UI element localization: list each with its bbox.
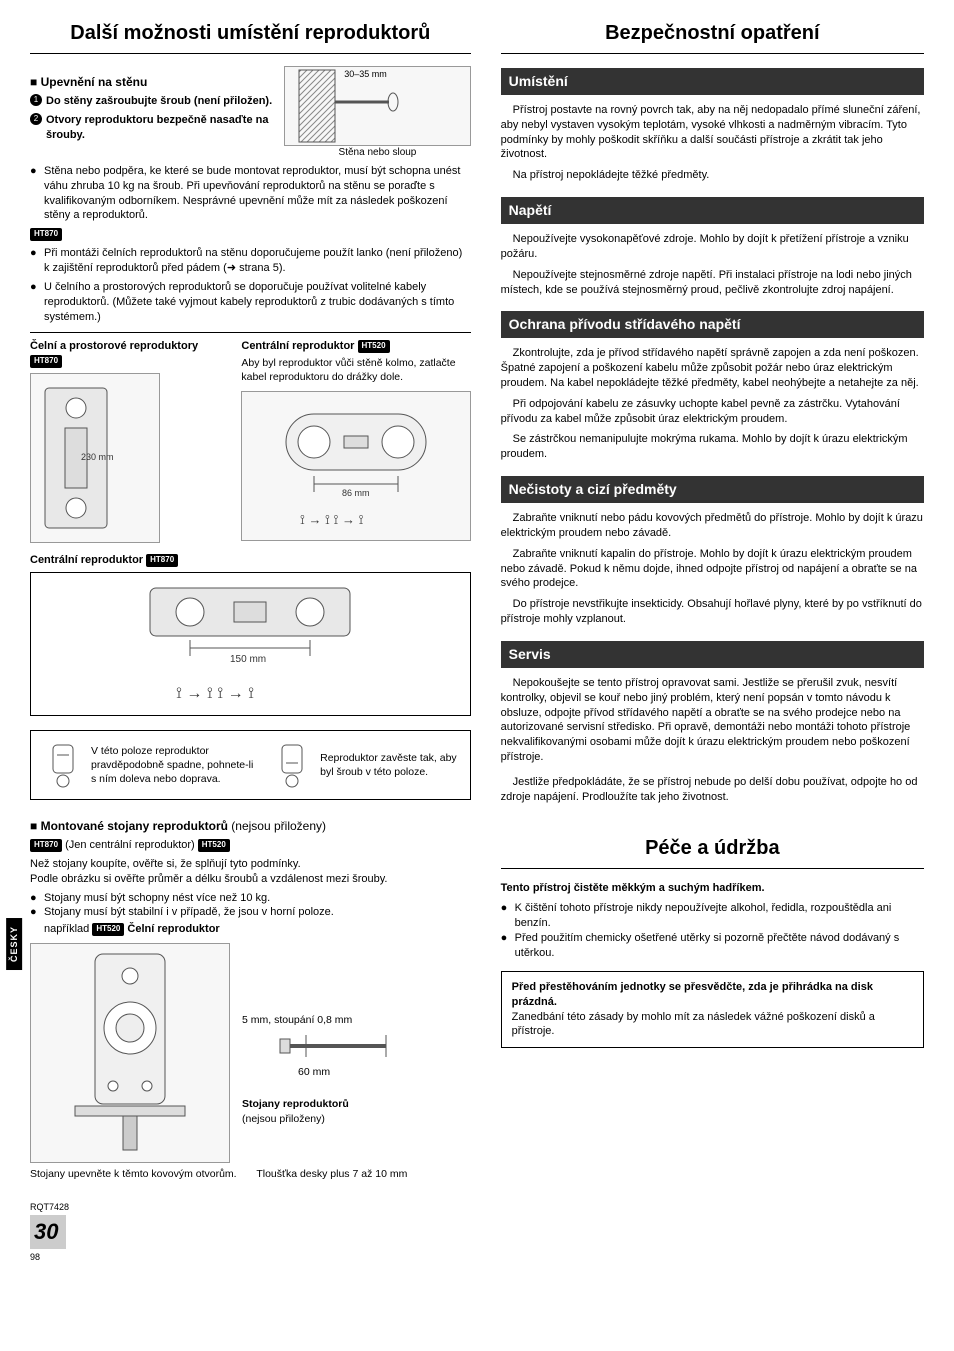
hang-wrong-text: V této poloze reproduktor pravděpodobně …	[91, 744, 256, 787]
center-870-label: Centrální reproduktor HT870	[30, 553, 471, 568]
front-surround-label: Čelní a prostorové reproduktory HT870	[30, 339, 229, 369]
stands-line2: Podle obrázku si ověřte průměr a délku š…	[30, 872, 471, 887]
stand-diagram	[30, 943, 230, 1163]
stand-dim1: 5 mm, stoupání 0,8 mm	[242, 1013, 471, 1027]
right-column: Bezpečnostní opatření Umístění Přístroj …	[501, 20, 924, 1181]
example-prefix: například	[44, 923, 89, 935]
sec-cord-heading: Ochrana přívodu střídavého napětí	[501, 311, 924, 338]
left-title: Další možnosti umístění reproduktorů	[30, 20, 471, 54]
screw-detail-diagram	[242, 1031, 471, 1061]
left-column: Další možnosti umístění reproduktorů Upe…	[30, 20, 471, 1181]
center-520-text: Aby byl reproduktor vůči stěně kolmo, za…	[241, 356, 470, 384]
page-footer: RQT7428 30 98	[30, 1201, 924, 1263]
front-speaker-diagram: 230 mm	[30, 373, 160, 543]
svg-text:⟟ → ⟟ ⟟ → ⟟: ⟟ → ⟟ ⟟ → ⟟	[300, 512, 364, 527]
stand-dim2: 60 mm	[298, 1065, 471, 1079]
hang-wrong-icon	[39, 741, 79, 789]
stands-heading: Montované stojany reproduktorů (nejsou p…	[30, 818, 471, 834]
center-520-diagram: 86 mm ⟟ → ⟟ ⟟ → ⟟	[241, 391, 470, 541]
sec-cord-p3: Se zástrčkou nemanipulujte mokrýma rukam…	[501, 432, 924, 462]
stands-bullet2: Stojany musí být stabilní i v případě, ž…	[44, 905, 334, 920]
tag-ht870-b: HT870	[30, 839, 62, 852]
sec-foreign-p1: Zabraňte vniknutí nebo pádu kovových pře…	[501, 511, 924, 541]
step-1-text: Do stěny zašroubujte šroub (není přilože…	[46, 94, 272, 109]
sec-foreign-p2: Zabraňte vniknutí kapalin do přístroje. …	[501, 547, 924, 592]
care-box-bold: Před přestěhováním jednotky se přesvědčt…	[512, 980, 913, 1010]
doc-code: RQT7428	[30, 1201, 924, 1213]
step-2-icon: 2	[30, 113, 42, 125]
sec-voltage-p2: Nepoužívejte stejnosměrné zdroje napětí.…	[501, 268, 924, 298]
hang-right-icon	[268, 741, 308, 789]
stands-bullet1: Stojany musí být schopny nést více než 1…	[44, 891, 270, 906]
stand-label: Stojany reproduktorů	[242, 1097, 471, 1111]
care-title: Péče a údržba	[501, 835, 924, 869]
care-b1: K čištění tohoto přístroje nikdy nepouží…	[515, 901, 924, 931]
sec-service-p2: Jestliže předpokládáte, že se přístroj n…	[501, 775, 924, 805]
svg-text:230 mm: 230 mm	[81, 452, 114, 462]
tag-ht520-b: HT520	[198, 839, 230, 852]
sec-cord-p1: Zkontrolujte, zda je přívod střídavého n…	[501, 346, 924, 391]
sec-cord-p2: Při odpojování kabelu ze zásuvky uchopte…	[501, 397, 924, 427]
step-2-text: Otvory reproduktoru bezpečně nasaďte na …	[46, 113, 272, 143]
sec-placement-p1: Přístroj postavte na rovný povrch tak, a…	[501, 103, 924, 162]
stand-note-left: Stojany upevněte k těmto kovovým otvorům…	[30, 1167, 244, 1181]
page-number: 30	[30, 1215, 66, 1249]
stands-line1: Než stojany koupíte, ověřte si, že splňu…	[30, 857, 471, 872]
tag-ht520-c: HT520	[92, 923, 124, 936]
care-box-text: Zanedbání této zásady by mohlo mít za ná…	[512, 1010, 913, 1040]
wall-caption: Stěna nebo sloup	[284, 146, 470, 160]
sec-voltage-heading: Napětí	[501, 197, 924, 224]
care-warning-box: Před přestěhováním jednotky se přesvědčt…	[501, 971, 924, 1048]
center-870-diagram: 150 mm ⟟ → ⟟ ⟟ → ⟟	[37, 579, 464, 709]
hang-right-text: Reproduktor zavěste tak, aby byl šroub v…	[320, 751, 462, 779]
sec-voltage-p1: Nepoužívejte vysokonapěťové zdroje. Mohl…	[501, 232, 924, 262]
wall-bullet-1: Stěna nebo podpěra, ke které se bude mon…	[44, 164, 471, 223]
sec-placement-heading: Umístění	[501, 68, 924, 95]
step-1-icon: 1	[30, 94, 42, 106]
sec-foreign-heading: Nečistoty a cizí předměty	[501, 476, 924, 503]
stand-note-right: Tloušťka desky plus 7 až 10 mm	[256, 1167, 470, 1181]
tag-870-note: (Jen centrální reproduktor)	[65, 839, 195, 851]
wall-mount-heading: Upevnění na stěnu	[30, 74, 272, 90]
sec-service-heading: Servis	[501, 641, 924, 668]
care-bold: Tento přístroj čistěte měkkým a suchým h…	[501, 881, 924, 896]
svg-text:150 mm: 150 mm	[230, 654, 266, 665]
care-b2: Před použitím chemicky ošetřené utěrky s…	[515, 931, 924, 961]
wall-bullet-3: U čelního a prostorových reproduktorů se…	[44, 280, 471, 325]
example-label: Čelní reproduktor	[127, 923, 219, 935]
page-number-sub: 98	[30, 1251, 924, 1263]
svg-text:⟟ → ⟟ ⟟ → ⟟: ⟟ → ⟟ ⟟ → ⟟	[176, 685, 254, 702]
page-content: Další možnosti umístění reproduktorů Upe…	[30, 20, 924, 1181]
language-tab: ČESKY	[6, 918, 22, 970]
tag-ht870-a: HT870	[30, 228, 62, 241]
svg-text:86 mm: 86 mm	[342, 488, 370, 498]
stand-label-note: (nejsou přiloženy)	[242, 1112, 471, 1126]
sec-placement-p2: Na přístroj nepokládejte těžké předměty.	[501, 168, 924, 183]
wall-bullet-2: Při montáži čelních reproduktorů na stěn…	[44, 246, 471, 276]
dim-30-35: 30–35 mm	[344, 68, 387, 80]
center-520-label: Centrální reproduktor HT520	[241, 339, 470, 354]
safety-title: Bezpečnostní opatření	[501, 20, 924, 54]
sec-service-p1: Nepokoušejte se tento přístroj opravovat…	[501, 676, 924, 765]
sec-foreign-p3: Do přístroje nevstřikujte insekticidy. O…	[501, 597, 924, 627]
